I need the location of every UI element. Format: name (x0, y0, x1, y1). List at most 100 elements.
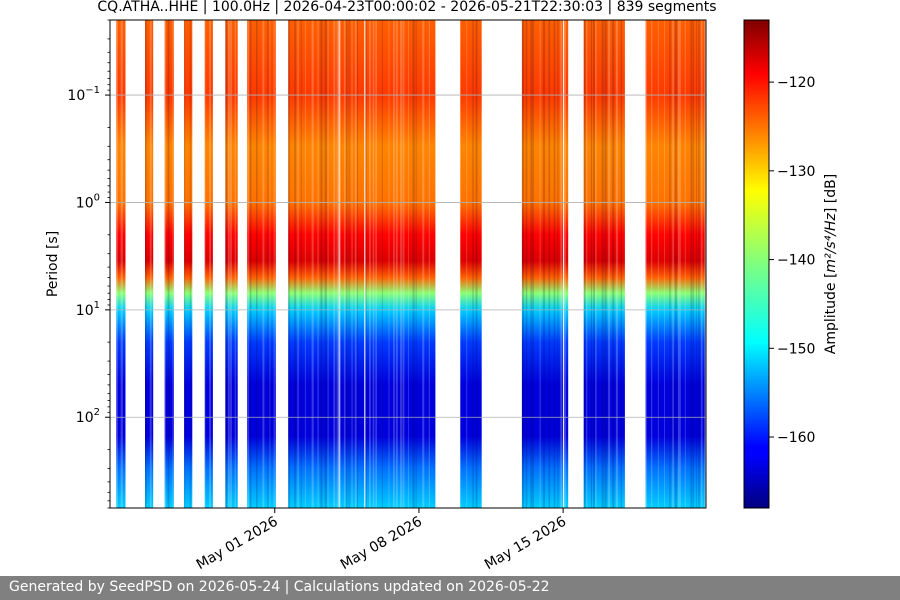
segment-stripe (339, 20, 341, 508)
segment-stripe (402, 20, 405, 508)
segment-stripe (336, 20, 339, 508)
coverage-group (116, 20, 706, 508)
segment-stripe (300, 20, 302, 508)
coverage-fill (164, 20, 174, 508)
coverage-fill (225, 20, 238, 508)
segment-stripe (311, 20, 314, 508)
segment-stripe (333, 20, 336, 508)
segment-stripe (525, 20, 528, 508)
segment-stripe (204, 20, 206, 508)
segment-stripe (530, 20, 533, 508)
coverage-segment (339, 20, 365, 508)
coverage-segment (564, 20, 569, 508)
segment-stripe (145, 20, 147, 508)
x-tick-label: May 01 2026 (194, 514, 281, 574)
colorbar-tick-label: −150 (777, 341, 815, 357)
segment-stripe (304, 20, 306, 508)
coverage-fill (247, 20, 276, 508)
coverage-segment (460, 20, 482, 508)
segment-stripe (669, 20, 671, 508)
segment-stripe (324, 20, 327, 508)
segment-stripe (167, 20, 170, 508)
segment-stripe (267, 20, 269, 508)
segment-stripe (557, 20, 559, 508)
segment-stripe (375, 20, 377, 508)
segment-stripe (234, 20, 236, 508)
y-axis: 10−1 100 101 102 (67, 19, 110, 509)
segment-stripe (230, 20, 232, 508)
segment-stripe (365, 20, 367, 508)
segment-stripe (227, 20, 230, 508)
segment-stripe (601, 20, 604, 508)
plot-frame (109, 19, 707, 509)
coverage-fill (645, 20, 706, 508)
segment-stripe (475, 20, 478, 508)
coverage-segment (184, 20, 193, 508)
segment-stripe (684, 20, 686, 508)
segment-stripe (674, 20, 677, 508)
segment-stripe (249, 20, 252, 508)
coverage-fill (460, 20, 482, 508)
segment-stripe (408, 20, 409, 508)
y-tick-label: 101 (76, 300, 100, 319)
segment-stripe (645, 20, 647, 508)
segment-stripe (678, 20, 680, 508)
coverage-fill (116, 20, 126, 508)
segment-stripe (395, 20, 398, 508)
coverage-fill (184, 20, 193, 508)
colorbar-tick-label: −120 (777, 75, 815, 91)
coverage-fill (288, 20, 339, 508)
segment-stripe (651, 20, 653, 508)
coverage-segment (583, 20, 625, 508)
segment-stripe (273, 20, 275, 508)
segment-stripe (460, 20, 461, 508)
segment-stripe (696, 20, 697, 508)
segment-stripe (672, 20, 674, 508)
footer-text: Generated by SeedPSD on 2026-05-24 | Cal… (9, 579, 550, 595)
segment-stripe (612, 20, 615, 508)
coverage-fill (365, 20, 436, 508)
segment-stripe (604, 20, 607, 508)
coverage-fill (521, 20, 564, 508)
segment-stripe (593, 20, 595, 508)
coverage-fill (145, 20, 154, 508)
colorbar-tick-label: −140 (777, 253, 815, 269)
y-gridlines (110, 94, 706, 418)
segment-stripe (348, 20, 350, 508)
segment-stripe (422, 20, 425, 508)
segment-stripe (400, 20, 402, 508)
segment-stripe (120, 20, 123, 508)
segment-stripe (189, 20, 191, 508)
psd-chart: CQ.ATHA..HHE | 100.0Hz | 2026-04-23T00:0… (45, 0, 839, 574)
coverage-segment (204, 20, 213, 508)
segment-stripe (664, 20, 665, 508)
colorbar-label-suffix: ] [dB] (823, 174, 839, 213)
footer-bar: Generated by SeedPSD on 2026-05-24 | Cal… (0, 576, 900, 600)
segment-stripe (372, 20, 375, 508)
chart-title: CQ.ATHA..HHE | 100.0Hz | 2026-04-23T00:0… (97, 0, 716, 15)
segment-stripe (472, 20, 474, 508)
coverage-fill (564, 20, 569, 508)
coverage-segment (145, 20, 154, 508)
coverage-segment (365, 20, 436, 508)
segment-stripe (680, 20, 681, 508)
segment-stripe (354, 20, 357, 508)
segment-stripe (256, 20, 258, 508)
colorbar: −120 −130 −140 −150 −160 Amplitude [m²/s⁴/Hz… (743, 19, 839, 509)
segment-stripe (149, 20, 152, 508)
coverage-fill (204, 20, 213, 508)
segment-stripe (583, 20, 586, 508)
segment-stripe (615, 20, 618, 508)
coverage-segment (225, 20, 238, 508)
plot-area (109, 19, 707, 509)
segment-stripe (172, 20, 174, 508)
y-tick-label: 102 (76, 407, 100, 426)
segment-stripe (247, 20, 249, 508)
x-tick-label: May 08 2026 (338, 514, 425, 574)
segment-stripe (560, 20, 563, 508)
y-axis-label: Period [s] (45, 231, 61, 297)
y-tick-label: 10−1 (67, 85, 100, 104)
segment-stripe (690, 20, 693, 508)
segment-stripe (381, 20, 383, 508)
segment-stripe (586, 20, 588, 508)
